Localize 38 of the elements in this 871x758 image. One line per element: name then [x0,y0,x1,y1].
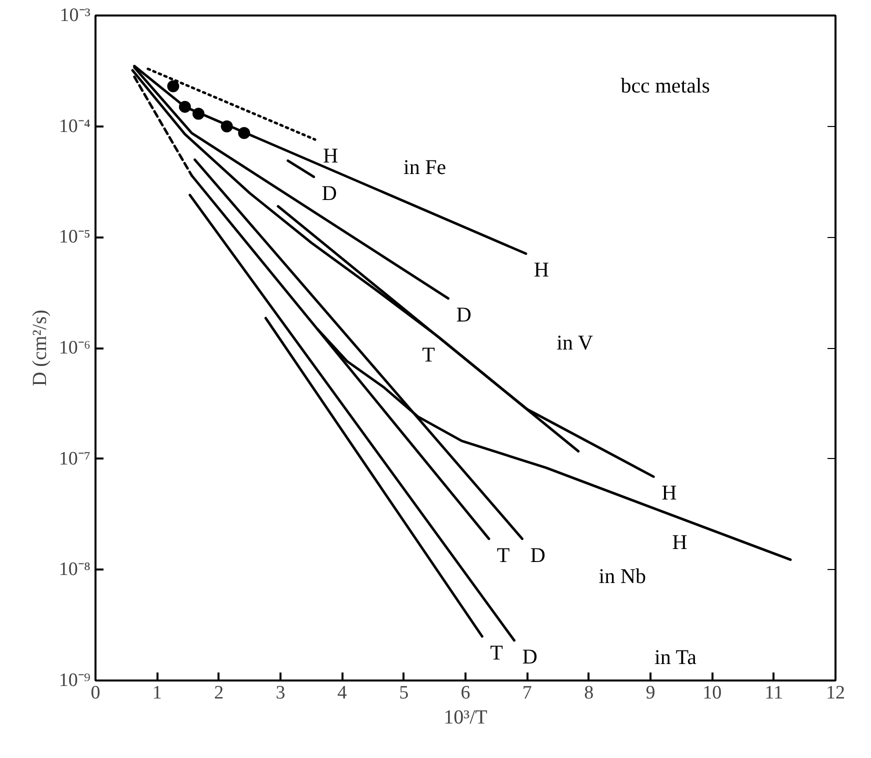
x-tick-label: 12 [826,682,845,704]
y-axis-title: D (cm²/s) [28,310,51,386]
series-label: H [662,480,677,505]
series-label: D [322,180,337,205]
annotation: in Nb [598,564,646,588]
annotation: in Fe [404,155,446,180]
x-tick-label: 6 [460,682,470,704]
y-tick-label: 10⁻⁶ [58,338,90,358]
series-label: T [496,542,510,567]
annotation: T [422,342,436,367]
x-tick-label: 0 [90,682,100,704]
x-tick-label: 2 [214,682,224,704]
series-label: D [456,302,472,326]
annotation: bcc metals [620,73,710,98]
x-tick-label: 3 [276,682,286,704]
y-tick-label: 10⁻⁹ [58,670,91,691]
series-label: D [530,542,546,567]
annotation: in V [556,330,594,355]
x-tick-label: 11 [764,682,783,704]
x-axis-title: 10³/T [444,706,488,728]
x-tick-label: 4 [337,682,348,704]
y-tick-label: 10⁻⁵ [58,226,90,248]
series-label: H [534,258,550,282]
x-tick-label: 1 [152,682,162,704]
series-label: D [522,644,538,668]
annotation: in Ta [654,645,698,670]
y-tick-label: 10⁻⁴ [58,116,91,137]
series-label: H [323,144,338,168]
y-tick-label: 10⁻⁷ [58,448,90,470]
x-tick-label: 10 [702,682,722,704]
x-tick-label: 5 [399,682,409,704]
x-tick-label: 8 [584,682,594,704]
series-label: T [490,640,504,664]
y-tick-label: 10⁻³ [60,5,91,26]
x-tick-label: 9 [646,682,656,704]
y-tick-label: 10⁻⁸ [58,559,90,580]
x-tick-label: 7 [522,682,532,704]
series-label: H [672,530,688,554]
